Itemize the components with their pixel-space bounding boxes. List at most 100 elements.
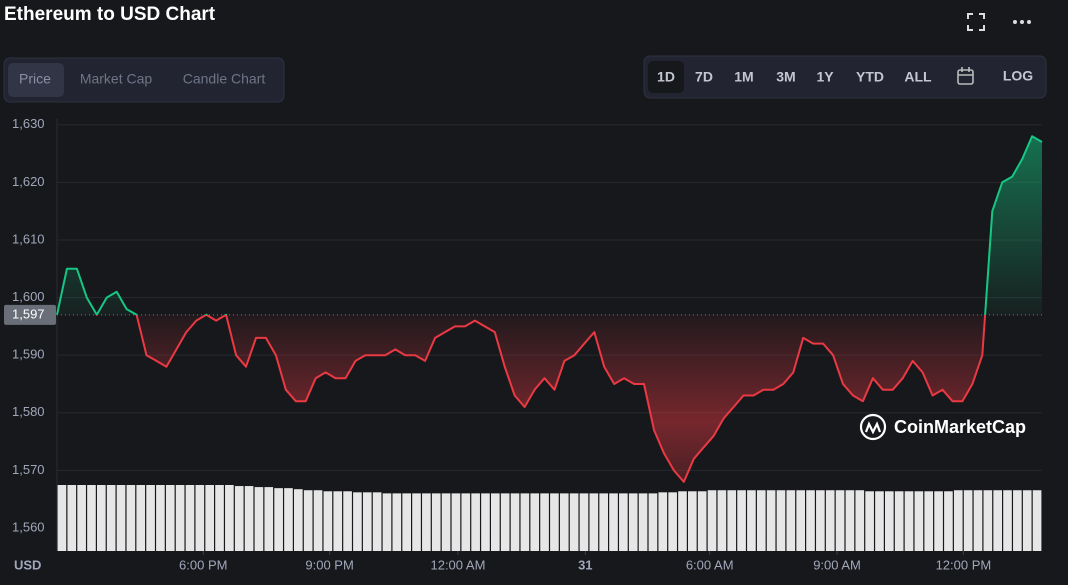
y-tick-label: 1,590 — [12, 347, 45, 362]
volume-bar — [431, 493, 441, 551]
volume-bar — [234, 486, 244, 551]
volume-bar — [816, 490, 825, 551]
volume-bar — [215, 485, 224, 551]
watermark-circle — [859, 413, 887, 441]
volume-bar — [904, 491, 914, 551]
volume-bar — [402, 493, 411, 551]
volume-bar — [934, 491, 943, 551]
x-tick-label: 6:00 PM — [179, 557, 227, 572]
y-tick-label: 1,630 — [12, 116, 45, 131]
volume-bar — [323, 491, 333, 551]
volume-bar — [589, 493, 599, 551]
log-button[interactable]: LOG — [1003, 68, 1033, 84]
more-icon[interactable] — [1013, 20, 1031, 24]
volume-bar — [392, 493, 402, 551]
volume-bar — [559, 493, 569, 551]
fullscreen-icon[interactable] — [967, 13, 985, 31]
volume-bar — [953, 490, 963, 551]
range-button[interactable]: ALL — [904, 69, 932, 85]
watermark-m — [864, 421, 882, 435]
tab-button[interactable]: Price — [19, 71, 51, 87]
y-tick-label: 1,570 — [12, 462, 45, 477]
y-tick-label: 1,600 — [12, 289, 45, 304]
volume-bar — [491, 493, 500, 551]
volume-bar — [146, 485, 155, 551]
volume-bar — [382, 493, 392, 551]
volume-bar — [1003, 490, 1012, 551]
volume-bar — [983, 490, 993, 551]
volume-bar — [619, 493, 628, 551]
volume-bar — [678, 491, 687, 551]
volume-bar — [766, 490, 776, 551]
range-button[interactable]: 7D — [695, 69, 713, 85]
x-tick-label: 12:00 AM — [430, 557, 485, 572]
volume-bar — [471, 493, 480, 551]
baseline-label: 1,597 — [12, 306, 45, 321]
volume-bar — [786, 490, 796, 551]
watermark-logo — [859, 413, 887, 441]
volume-bar — [126, 485, 136, 551]
price-line — [56, 135, 1043, 483]
volume-bar — [944, 491, 953, 551]
volume-bar — [244, 486, 254, 551]
y-tick-label: 1,620 — [12, 174, 45, 189]
volume-bar — [747, 490, 756, 551]
volume-bar — [116, 485, 126, 551]
x-tick-label: 31 — [578, 557, 592, 572]
volume-bar — [845, 490, 855, 551]
volume-bar — [737, 490, 746, 551]
y-tick-label: 1,610 — [12, 231, 45, 246]
volume-bar — [165, 485, 175, 551]
volume-bar — [658, 492, 668, 551]
volume-bar — [412, 493, 421, 551]
volume-bar — [67, 485, 77, 551]
volume-bar — [284, 488, 293, 551]
volume-bar — [451, 493, 461, 551]
volume-bar — [579, 493, 589, 551]
baseline-label-bg — [4, 304, 56, 325]
tab-button[interactable]: Market Cap — [80, 71, 153, 87]
y-unit: USD — [14, 557, 41, 572]
volume-bar — [727, 490, 737, 551]
calendar-icon[interactable] — [957, 67, 974, 85]
range-button[interactable]: 3M — [776, 69, 795, 85]
volume-bar — [835, 490, 845, 551]
volume-bar — [865, 491, 874, 551]
tab-button[interactable]: Candle Chart — [183, 71, 266, 87]
x-tick-label: 9:00 AM — [813, 557, 861, 572]
volume-bar — [225, 485, 234, 551]
volume-bar — [185, 485, 195, 551]
volume-bar — [77, 485, 86, 551]
volume-bar — [294, 489, 303, 551]
volume-bar — [697, 491, 707, 551]
volume-bar — [57, 485, 67, 551]
tab-active — [8, 63, 64, 97]
y-tick-label: 1,560 — [12, 519, 45, 534]
x-tick-label: 6:00 AM — [686, 557, 734, 572]
volume-bar — [313, 490, 323, 551]
volume-bar — [372, 492, 382, 551]
volume-bar — [274, 488, 283, 551]
range-button[interactable]: 1D — [657, 69, 675, 85]
range-button[interactable]: 1M — [734, 69, 753, 85]
volume-bar — [422, 493, 431, 551]
volume-bar — [855, 490, 865, 551]
volume-bar — [609, 493, 618, 551]
volume-bar — [707, 490, 717, 551]
volume-bar — [156, 485, 165, 551]
volume-bar — [875, 491, 884, 551]
volume-bar — [205, 485, 214, 551]
volume-bar — [441, 493, 451, 551]
range-button[interactable]: YTD — [856, 69, 884, 85]
range-button[interactable]: 1Y — [816, 69, 834, 85]
volume-bar — [885, 491, 894, 551]
volume-bar — [362, 492, 372, 551]
y-tick-label: 1,580 — [12, 404, 45, 419]
watermark: CoinMarketCap — [894, 417, 1026, 437]
volume-bar — [333, 491, 343, 551]
volume-bar — [520, 493, 530, 551]
volume-bar — [973, 490, 983, 551]
volume-bar — [550, 493, 559, 551]
